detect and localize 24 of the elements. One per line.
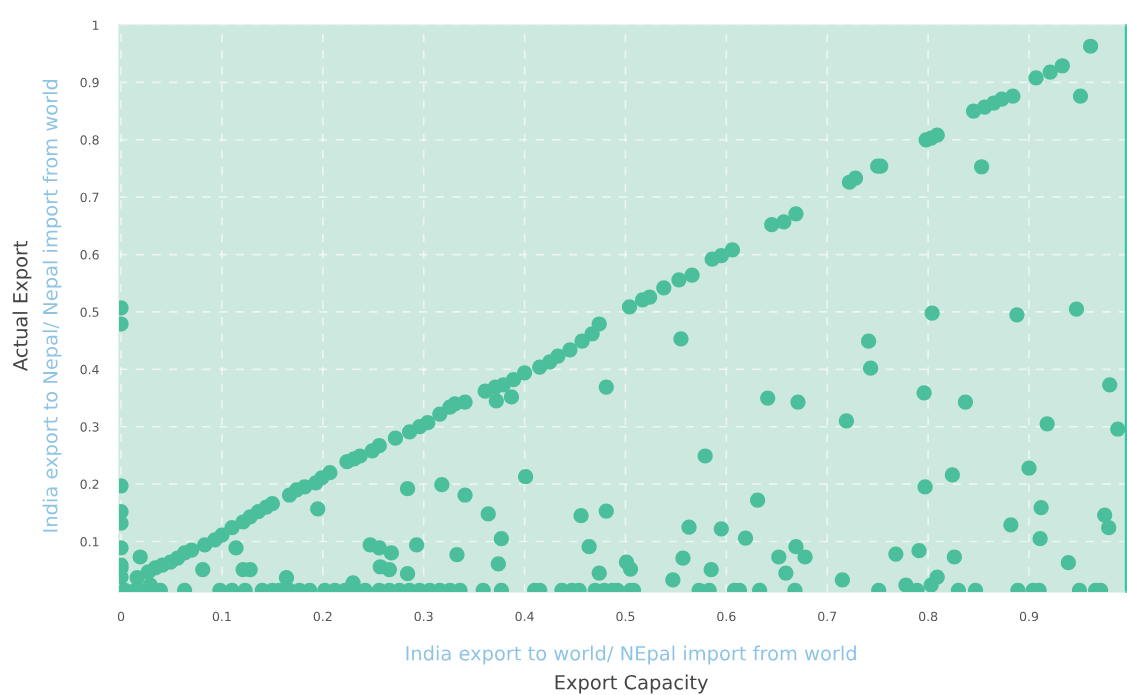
x-tick-label: 0.3 bbox=[414, 611, 433, 622]
text: India export to Nepal/ Nepal import from world bbox=[42, 79, 62, 532]
x-tick-label: 0.6 bbox=[717, 611, 736, 622]
y-tick-label: 0.6 bbox=[80, 250, 99, 260]
y-tick-label: 0.8 bbox=[80, 135, 99, 145]
x-tick-label: 0 bbox=[117, 611, 125, 622]
x-axis-title: Export Capacity bbox=[555, 674, 708, 694]
y-axis-title: Actual Export bbox=[12, 240, 32, 372]
x-tick-label: 0.2 bbox=[313, 611, 332, 622]
x-tick-label: 0.8 bbox=[919, 611, 938, 622]
y-tick-label: 1 bbox=[92, 20, 99, 30]
x-tick-label: 0.7 bbox=[818, 611, 837, 622]
y-tick-label: 0.9 bbox=[80, 77, 99, 88]
x-tick-label: 0.5 bbox=[616, 611, 635, 622]
text: India export to world/ NEpal import from world bbox=[406, 645, 856, 665]
x-tick-label: 0.9 bbox=[1019, 611, 1039, 622]
y-tick-label: 0.2 bbox=[80, 479, 99, 490]
x-tick-label: 0.4 bbox=[515, 611, 534, 622]
y-tick-label: 0.3 bbox=[80, 422, 99, 432]
y-tick-label: 0.1 bbox=[80, 536, 99, 547]
y-tick-label: 0.7 bbox=[80, 192, 99, 203]
x-tick-label: 0.1 bbox=[212, 611, 231, 622]
y-tick-label: 0.5 bbox=[80, 307, 99, 317]
y-tick-label: 0.4 bbox=[80, 364, 99, 375]
